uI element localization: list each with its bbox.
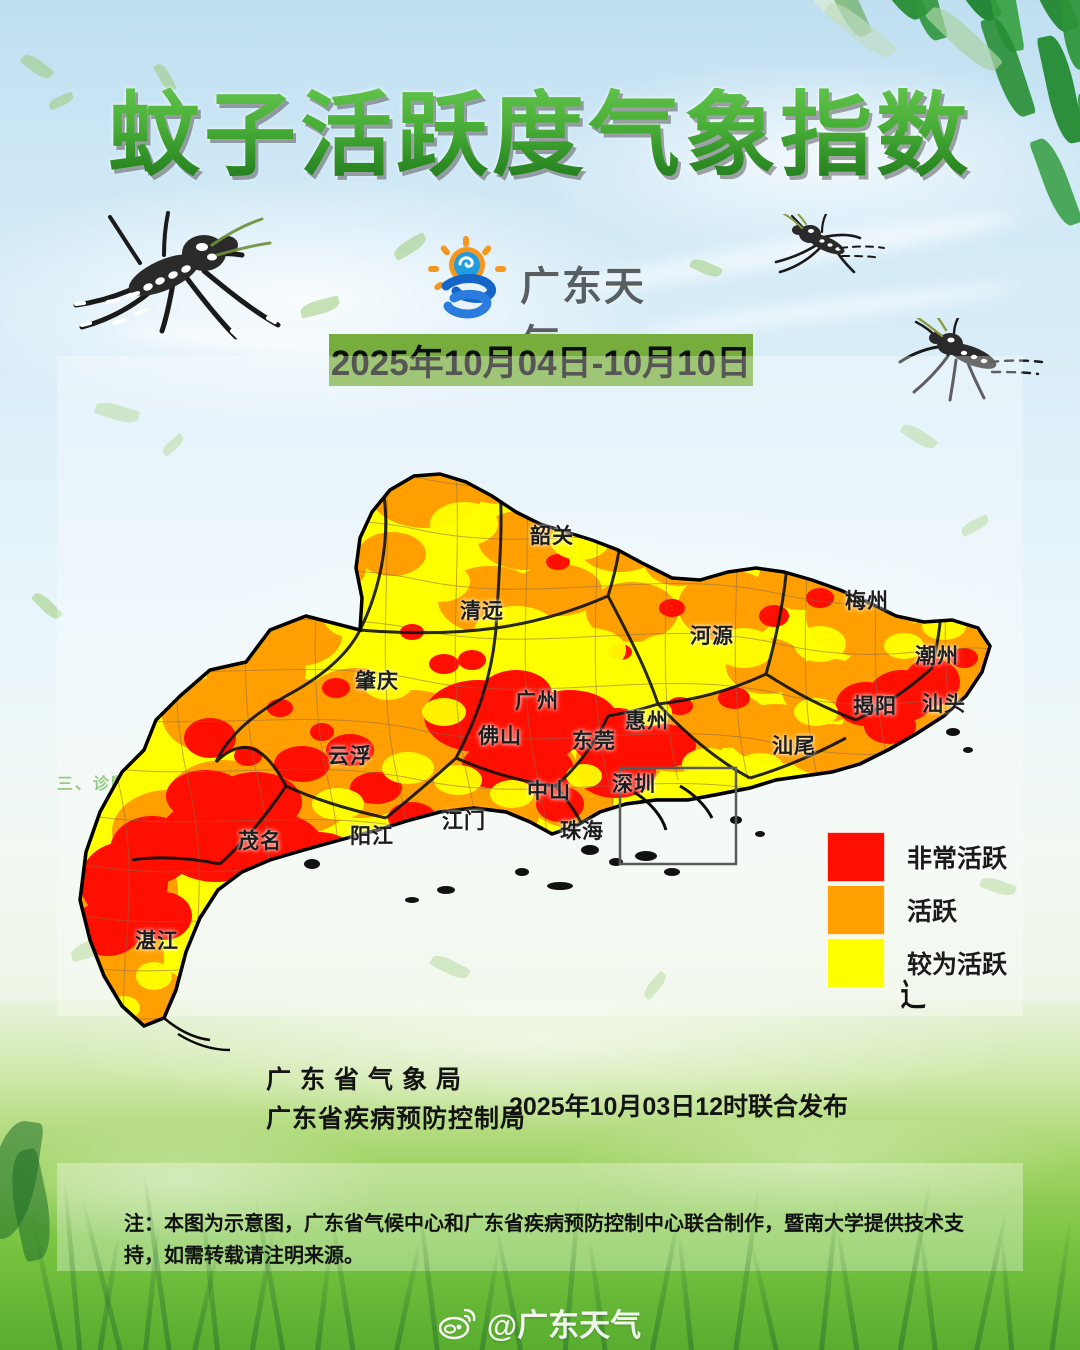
publisher-release-time: 2025年10月03日12时联合发布 [509, 1093, 849, 1121]
legend-label-active: 活跃 [907, 897, 958, 926]
legend-swatch-very-active [827, 831, 885, 882]
publisher-org-primary: 广东省气象局 [266, 1066, 471, 1094]
title-block: 蚊子活跃度气象指数 蚊子活跃度气象指数 [0, 0, 1080, 200]
page-title: 蚊子活跃度气象指数 [0, 88, 1080, 184]
meadow-haze [0, 1120, 1080, 1350]
legend-row-fairly-active: 较为活跃 [827, 936, 1037, 989]
guangdong-activity-map[interactable]: 韶关 清远 梅州 河源 潮州 肇庆 广州 惠州 揭阳 汕头 佛山 东莞 汕尾 云… [60, 420, 1020, 1060]
weibo-watermark: @广东天气 [0, 1300, 1080, 1345]
date-range-banner: 2025年10月04日-10月10日 [329, 334, 753, 386]
meadow-background [0, 1000, 1080, 1350]
date-range-text: 2025年10月04日-10月10日 [330, 343, 752, 383]
weibo-icon [438, 1306, 477, 1340]
guangdong-weather-logo-icon [424, 236, 510, 322]
province-outline [78, 472, 992, 1029]
legend: 非常活跃 活跃 较为活跃 辶 [827, 830, 1037, 1013]
mosquito-illustration-right [892, 316, 1052, 408]
publisher-org-secondary: 广东省疾病预防控制局 [266, 1105, 527, 1133]
mosquito-illustration-top-right [766, 212, 896, 294]
legend-row-active: 活跃 [827, 883, 1037, 936]
weibo-handle: @广东天气 [486, 1308, 642, 1343]
legend-swatch-active [827, 884, 885, 935]
legend-label-very-active: 非常活跃 [907, 844, 1008, 873]
legend-label-fairly-active: 较为活跃 [907, 950, 1008, 979]
legend-swatch-fairly-active [827, 937, 885, 988]
mosquito-illustration-left [36, 205, 316, 355]
legend-row-very-active: 非常活跃 [827, 830, 1037, 883]
hk-macau-inset-box [618, 766, 738, 866]
brand-logo: 广东天气 [424, 236, 684, 367]
legend-artifact-glyph: 辶 [900, 977, 926, 1013]
publisher-block: 广东省气象局 广东省疾病预防控制局 2025年10月03日12时联合发布 [266, 1060, 848, 1135]
map-svg [78, 472, 992, 1052]
background-artifact-text: 三、诊断 [57, 776, 130, 793]
